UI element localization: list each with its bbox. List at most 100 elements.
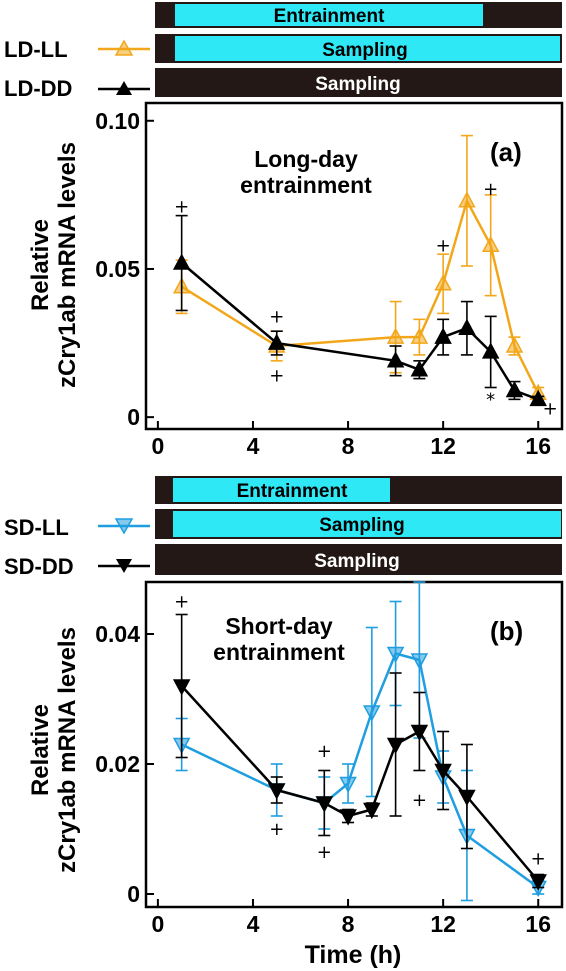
panel-b-significance-mark: + — [269, 819, 284, 840]
panel-a-significance-mark: + — [174, 197, 189, 218]
panel-b-xtick-label: 0 — [151, 911, 164, 937]
panel-b-data-point — [363, 802, 381, 820]
panel-b-data-point — [434, 763, 452, 781]
panel-b-significance-mark: + — [317, 741, 332, 762]
panel-a-data-point — [172, 253, 191, 270]
panel-a-sampling-dd-text: Sampling — [315, 74, 401, 95]
panel-b-xtick-label: 4 — [247, 911, 260, 937]
panel-b-data-point — [339, 809, 357, 826]
panel-b-ylabel-line2: zCry1ab mRNA levels — [54, 627, 81, 873]
panel-a-data-point — [386, 327, 405, 344]
panel-a-sampling-dd-bar — [155, 68, 562, 97]
panel-b-data-point — [172, 679, 191, 696]
panel-a-data-point — [267, 333, 286, 350]
panel-a-annotation-line2: entrainment — [240, 172, 372, 198]
panel-b-ytick-label: 0.02 — [95, 751, 140, 777]
panel-a-data-point — [458, 318, 476, 335]
panel-b-ytick-label: 0.04 — [95, 621, 140, 647]
panel-a-significance-mark: + — [483, 179, 498, 200]
legend-sd-dd-marker — [116, 559, 132, 573]
panel-a-xtick-label: 4 — [247, 433, 260, 459]
panel-b-label: (b) — [490, 616, 523, 646]
panel-a-frame — [144, 101, 564, 431]
panel-b-data-point — [363, 705, 381, 722]
legend-ld-ll-label: LD-LL — [4, 37, 68, 62]
panel-b-data-point — [339, 776, 357, 794]
panel-a-ylabel-line1: Relative — [27, 219, 54, 311]
panel-b-sampling-dd-text: Sampling — [314, 551, 400, 572]
panel-a-chart: (a) Long-day entrainment Relative zCry1a… — [27, 101, 564, 459]
panel-b-entrainment-text: Entrainment — [237, 481, 349, 502]
panel-b-significance-mark: + — [317, 842, 332, 863]
panel-a-sampling-ll-text: Sampling — [322, 40, 408, 61]
panel-a-data-point — [434, 327, 452, 344]
panel-b-annotation-line1: Short-day — [225, 613, 333, 639]
panel-a-xtick-label: 16 — [525, 433, 551, 459]
panel-b-xtick-label: 16 — [525, 911, 551, 937]
panel-b-protocol: Entrainment Sampling Sampling SD-LL SD-D… — [4, 476, 562, 579]
legend-sd-dd-label: SD-DD — [4, 554, 74, 579]
panel-b-data-point — [458, 789, 476, 807]
panel-b-xtick-label: 8 — [342, 911, 355, 937]
panel-b-sampling-ll-light — [173, 511, 561, 537]
panel-b-ylabel: Relative zCry1ab mRNA levels — [27, 627, 81, 873]
panel-a-ytick-label: 0.10 — [95, 108, 140, 134]
panel-a-entrainment-light — [175, 4, 483, 26]
panel-b-annotation-line2: entrainment — [213, 639, 345, 665]
legend-ld-ll-marker — [114, 39, 134, 56]
panel-a-series-ld-dd — [172, 214, 547, 407]
panel-b-data-point — [410, 653, 429, 670]
panel-a-ytick-label: 0 — [127, 404, 140, 430]
panel-a-annotation-line1: Long-day — [254, 146, 358, 172]
panel-a-data-point — [481, 342, 500, 359]
panel-a-ytick-label: 0.05 — [95, 256, 140, 282]
panel-a-series-line — [181, 199, 540, 394]
panel-a-xtick-label: 0 — [151, 433, 164, 459]
panel-b-data-point — [529, 874, 547, 891]
panel-a-significance-mark: * — [486, 389, 495, 410]
legend-ld-dd-label: LD-DD — [4, 76, 72, 101]
panel-b-significance-mark: + — [174, 592, 189, 613]
panel-b-chart: (b) Short-day entrainment Relative zCry1… — [27, 580, 564, 969]
panel-b-frame — [144, 580, 564, 909]
panel-a-sampling-ll-light — [175, 36, 560, 61]
panel-b-ytick-label: 0 — [127, 881, 140, 907]
panel-b-series-line — [180, 685, 540, 882]
panel-b-sampling-ll-text: Sampling — [319, 515, 405, 536]
panel-a-data-point — [410, 360, 429, 377]
panel-a-data-point — [529, 389, 547, 407]
panel-a-data-point — [458, 191, 476, 208]
panel-b-data-point — [386, 646, 405, 664]
panel-b-significance-mark: + — [531, 848, 546, 869]
panel-a-significance-mark: + — [543, 398, 558, 419]
panel-a-data-point — [505, 380, 524, 398]
panel-a-ylabel-line2: zCry1ab mRNA levels — [54, 142, 81, 388]
panel-b-entrainment-light — [173, 478, 390, 502]
panel-a-series-line — [180, 262, 539, 401]
panel-a-data-point — [481, 235, 500, 253]
panel-b-data-point — [315, 796, 334, 813]
panel-b-series-sd-dd — [172, 613, 547, 891]
panel-a-entrainment-text: Entrainment — [274, 6, 386, 27]
legend-sd-ll-marker — [114, 518, 134, 535]
panel-b-data-point — [386, 737, 405, 755]
panel-a-xtick-label: 8 — [342, 433, 355, 459]
panel-a-significance-mark: + — [436, 235, 451, 256]
legend-ld-dd-marker — [116, 81, 132, 95]
panel-b-data-point — [410, 724, 429, 742]
panel-b-series-line — [181, 652, 539, 889]
panel-a-data-point — [386, 351, 405, 368]
panel-a-ylabel: Relative zCry1ab mRNA levels — [27, 142, 81, 388]
panel-a-xtick-label: 12 — [430, 433, 456, 459]
panel-b-data-point — [267, 783, 286, 800]
panel-b-ylabel-line1: Relative — [27, 704, 54, 796]
panel-a-significance-mark: + — [269, 366, 284, 387]
panel-a-protocol: Entrainment Sampling Sampling LD-LL LD-D… — [4, 2, 562, 101]
panel-b-xlabel: Time (h) — [305, 941, 402, 969]
panel-b-significance-mark: + — [412, 790, 427, 811]
legend-sd-ll-label: SD-LL — [4, 515, 69, 540]
panel-a-data-point — [410, 327, 429, 344]
panel-a-data-point — [505, 336, 524, 353]
panel-b-sampling-dd-bar — [155, 544, 562, 575]
